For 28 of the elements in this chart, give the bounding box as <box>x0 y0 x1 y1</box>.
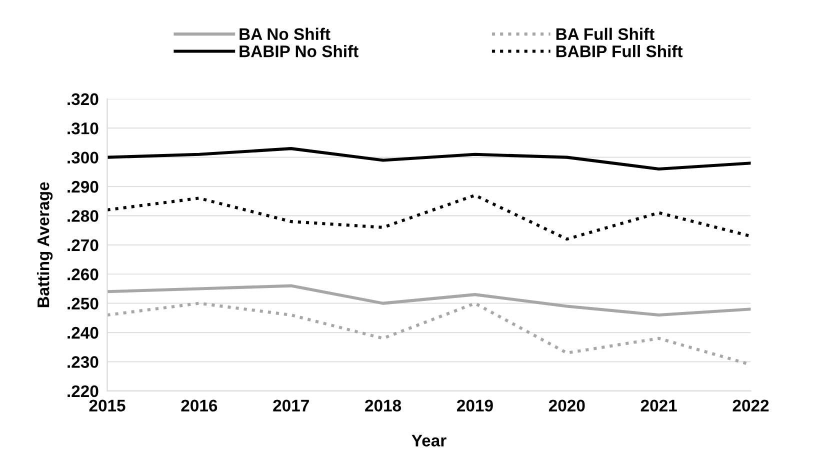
x-tick-label: 2022 <box>732 400 769 412</box>
legend-label: BA No Shift <box>240 28 330 40</box>
y-tick-label: .300 <box>68 152 98 164</box>
y-tick-label: .270 <box>68 239 98 252</box>
y-tick-label: .250 <box>68 298 98 310</box>
x-tick-label: 2016 <box>181 400 218 412</box>
y-tick-label: .260 <box>68 268 98 280</box>
x-tick-label: 2017 <box>273 400 309 412</box>
legend-label: BABIP Full Shift <box>556 45 683 58</box>
line-series <box>107 284 751 317</box>
y-tick-label: .230 <box>68 356 98 368</box>
line-series <box>107 194 751 241</box>
y-tick-label: .220 <box>68 385 98 398</box>
y-tick-label: .240 <box>68 326 98 339</box>
y-tick-label: .320 <box>68 93 98 106</box>
line-series <box>107 147 751 171</box>
y-axis-title: Batting Average <box>36 182 53 308</box>
y-tick-label: .290 <box>68 180 98 193</box>
x-axis-title: Year <box>412 434 446 446</box>
legend-label: BA Full Shift <box>556 28 654 40</box>
y-tick-label: .310 <box>68 122 98 134</box>
x-tick-label: 2015 <box>89 400 126 412</box>
y-tick-label: .280 <box>68 210 98 222</box>
x-tick-label: 2018 <box>365 400 402 412</box>
x-tick-label: 2020 <box>548 400 585 412</box>
legend-label: BABIP No Shift <box>240 45 358 58</box>
x-tick-label: 2019 <box>457 400 493 412</box>
x-tick-label: 2021 <box>640 400 677 412</box>
